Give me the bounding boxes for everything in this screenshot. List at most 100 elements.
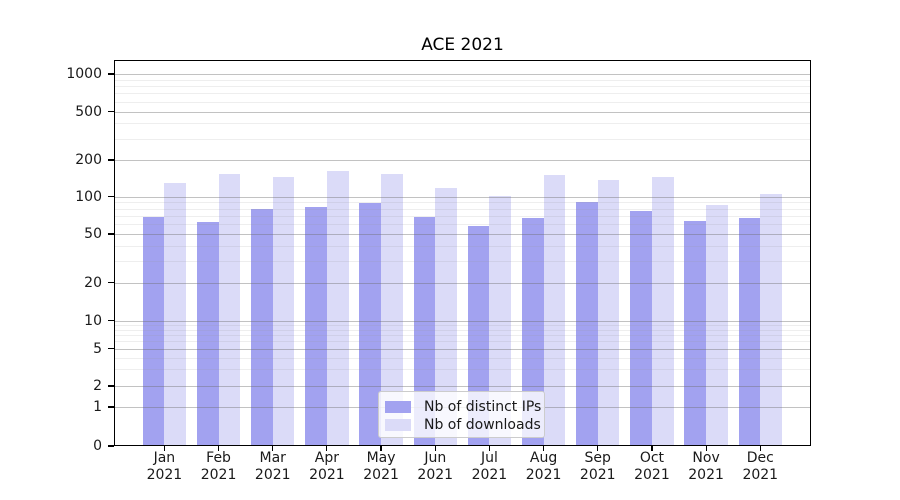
y-tick-label: 2 [93,378,102,394]
x-tick-label: Jun 2021 [417,450,454,483]
x-tick-label: Jul 2021 [471,450,508,483]
major-gridline [115,234,810,235]
x-tick-mark [434,446,436,451]
y-tick-mark [108,319,114,322]
y-tick-label: 50 [84,226,102,242]
chart-title: ACE 2021 [421,35,504,55]
x-tick-label: Jan 2021 [146,450,183,483]
bar-jan-downloads [164,182,187,446]
legend-label-downloads: Nb of downloads [424,416,541,433]
bar-may-downloads [381,173,403,446]
y-tick-label: 1 [93,399,102,415]
y-tick-label: 200 [75,152,102,168]
minor-gridline [115,101,810,103]
x-tick-mark [326,446,328,451]
major-gridline [115,386,810,387]
minor-gridline [115,79,810,81]
y-tick-mark [108,406,114,408]
y-tick-mark [108,159,114,161]
bar-apr-downloads [326,171,349,446]
bar-sep-distinct-ips [576,201,598,446]
y-tick-label: 10 [84,312,102,329]
x-tick-mark [705,446,707,451]
minor-gridline [115,261,810,263]
y-tick-mark [108,385,114,387]
y-tick-label: 5 [93,340,102,357]
x-tick-label: Apr 2021 [309,450,345,483]
bar-jan-distinct-ips [142,217,165,446]
bar-mar-distinct-ips [251,209,273,446]
bar-mar-downloads [272,177,295,446]
minor-gridline [115,86,810,88]
y-tick-mark [108,281,114,284]
legend-label-distinct-ips: Nb of distinct IPs [424,398,542,415]
x-tick-mark [542,446,545,451]
y-tick-mark [108,445,114,447]
legend-swatch-distinct-ips [385,400,411,413]
bar-sep-downloads [597,180,620,446]
bar-dec-distinct-ips [738,218,761,446]
minor-gridline [115,324,810,326]
major-gridline [115,282,810,284]
minor-gridline [115,245,810,247]
minor-gridline [115,202,810,204]
x-tick-mark [597,446,599,451]
x-tick-label: Dec 2021 [742,450,779,483]
legend-row-downloads: Nb of downloads [385,417,541,433]
bar-aug-downloads [543,174,566,446]
bar-may-distinct-ips [359,202,382,446]
minor-gridline [115,93,810,95]
x-tick-label: Oct 2021 [634,450,670,483]
bar-dec-downloads [760,194,782,446]
bar-feb-downloads [218,174,241,446]
x-tick-mark [217,446,220,451]
minor-gridline [115,357,810,359]
y-tick-mark [108,73,114,75]
minor-gridline [115,369,810,371]
minor-gridline [115,341,810,343]
minor-gridline [115,329,810,331]
y-tick-label: 1000 [66,66,102,82]
bar-oct-distinct-ips [630,211,652,446]
minor-gridline [115,215,810,217]
major-gridline [115,348,810,350]
x-tick-mark [380,446,382,451]
bar-nov-distinct-ips [684,220,707,446]
bar-jul-distinct-ips [467,226,490,446]
y-tick-label: 20 [84,274,102,291]
bar-apr-distinct-ips [305,206,327,446]
x-tick-mark [163,446,165,451]
y-tick-mark [108,196,114,198]
major-gridline [115,74,810,75]
x-tick-mark [488,446,490,451]
major-gridline [115,111,810,113]
y-tick-label: 0 [93,438,102,454]
x-tick-label: Aug 2021 [525,450,562,483]
x-tick-mark [651,446,653,451]
y-tick-label: 100 [75,188,102,205]
legend-swatch-downloads [385,418,411,431]
x-tick-label: May 2021 [363,450,399,483]
bar-jul-downloads [489,195,512,446]
x-tick-mark [272,446,274,451]
minor-gridline [115,138,810,140]
bar-nov-downloads [706,204,728,446]
minor-gridline [115,123,810,125]
major-gridline [115,196,810,198]
major-gridline [115,160,810,161]
legend-row-distinct-ips: Nb of distinct IPs [385,399,541,415]
y-tick-label: 500 [75,103,102,120]
x-tick-label: Feb 2021 [200,450,237,483]
bar-jun-downloads [435,187,457,446]
x-tick-label: Sep 2021 [579,450,616,483]
bar-jun-distinct-ips [413,217,436,446]
y-tick-mark [108,111,114,113]
y-tick-mark [108,233,114,235]
x-tick-label: Mar 2021 [254,450,291,483]
major-gridline [115,320,810,322]
minor-gridline [115,334,810,336]
x-tick-mark [759,446,761,451]
y-tick-mark [108,347,114,350]
bar-oct-downloads [651,176,674,446]
